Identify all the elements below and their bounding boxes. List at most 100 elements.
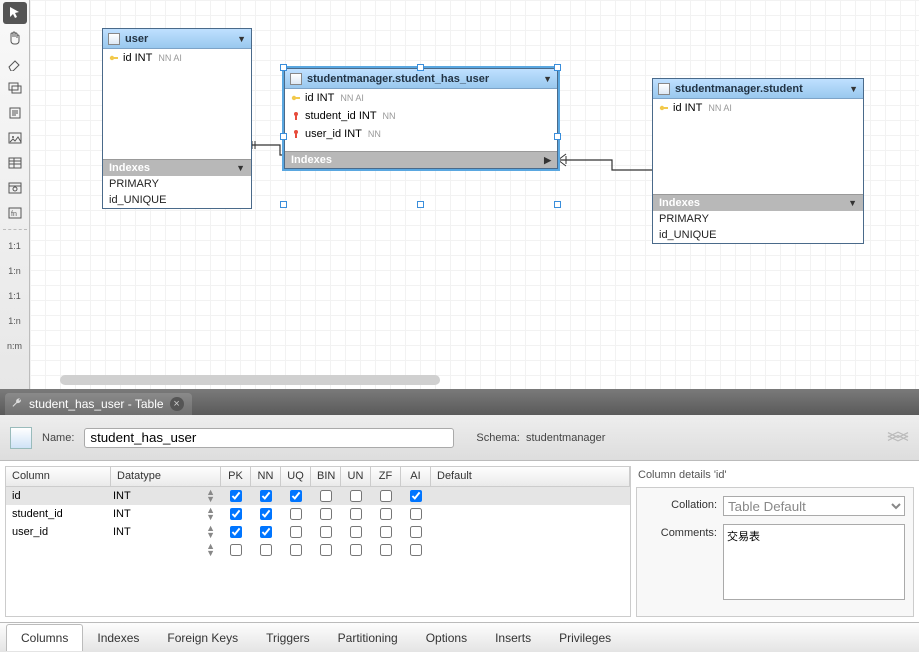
flag-bin-checkbox[interactable] [320, 490, 332, 502]
column-header[interactable]: Default [431, 467, 630, 486]
selection-handle[interactable] [554, 133, 561, 140]
selection-handle[interactable] [417, 64, 424, 71]
flag-bin-checkbox[interactable] [320, 508, 332, 520]
comments-input[interactable]: 交易表 [723, 524, 905, 600]
tool-rel-1nd[interactable]: 1:n [3, 310, 27, 332]
flag-uq-checkbox[interactable] [290, 508, 302, 520]
selection-handle[interactable] [280, 201, 287, 208]
bottom-tab-privileges[interactable]: Privileges [545, 625, 625, 651]
column-type-cell[interactable]: INT▲▼ [111, 525, 221, 539]
type-stepper[interactable]: ▲▼ [206, 525, 215, 539]
column-header[interactable]: UQ [281, 467, 311, 486]
chevron-down-icon[interactable]: ▼ [848, 198, 857, 208]
flag-ai-checkbox[interactable] [410, 526, 422, 538]
column-row[interactable]: idINT▲▼ [6, 487, 630, 505]
flag-pk-checkbox[interactable] [230, 490, 242, 502]
tool-pointer[interactable] [3, 2, 27, 24]
column-header[interactable]: PK [221, 467, 251, 486]
bottom-tab-indexes[interactable]: Indexes [83, 625, 153, 651]
column-row[interactable]: student_idINT▲▼ [6, 505, 630, 523]
flag-zf-checkbox[interactable] [380, 490, 392, 502]
flag-nn-checkbox[interactable] [260, 544, 272, 556]
tool-note[interactable] [3, 102, 27, 124]
entity-header[interactable]: studentmanager.student▼ [653, 79, 863, 99]
selection-handle[interactable] [417, 201, 424, 208]
tool-rel-nm[interactable]: n:m [3, 335, 27, 357]
table-name-input[interactable] [84, 428, 454, 448]
tool-table[interactable] [3, 152, 27, 174]
column-header[interactable]: ZF [371, 467, 401, 486]
flag-zf-checkbox[interactable] [380, 544, 392, 556]
column-name-cell[interactable]: student_id [6, 508, 111, 520]
flag-nn-checkbox[interactable] [260, 490, 272, 502]
column-header[interactable]: UN [341, 467, 371, 486]
column-header[interactable]: BIN [311, 467, 341, 486]
chevron-down-icon[interactable]: ▼ [849, 84, 858, 94]
entity-header[interactable]: studentmanager.student_has_user▼ [285, 69, 557, 89]
expand-collapse-icon[interactable]: ︽︾ [887, 426, 909, 450]
flag-un-checkbox[interactable] [350, 526, 362, 538]
flag-bin-checkbox[interactable] [320, 544, 332, 556]
column-type-cell[interactable]: INT▲▼ [111, 489, 221, 503]
column-row[interactable]: user_idINT▲▼ [6, 523, 630, 541]
indexes-section-header[interactable]: Indexes▶ [285, 151, 557, 168]
bottom-tab-inserts[interactable]: Inserts [481, 625, 545, 651]
bottom-tab-columns[interactable]: Columns [6, 624, 83, 651]
selection-handle[interactable] [554, 201, 561, 208]
bottom-tab-options[interactable]: Options [412, 625, 481, 651]
flag-uq-checkbox[interactable] [290, 544, 302, 556]
flag-ai-checkbox[interactable] [410, 490, 422, 502]
tool-eraser[interactable] [3, 52, 27, 74]
indexes-section-header[interactable]: Indexes▼ [653, 194, 863, 211]
column-header[interactable]: NN [251, 467, 281, 486]
entity-user[interactable]: user▼id INTNN AIIndexes▼PRIMARYid_UNIQUE [102, 28, 252, 209]
tool-routine[interactable]: fn [3, 202, 27, 224]
column-header[interactable]: Column [6, 467, 111, 486]
selection-handle[interactable] [280, 64, 287, 71]
tool-rel-11d[interactable]: 1:1 [3, 285, 27, 307]
type-stepper[interactable]: ▲▼ [206, 543, 215, 557]
flag-bin-checkbox[interactable] [320, 526, 332, 538]
new-column-row[interactable]: ▲▼ [6, 541, 630, 559]
tool-view[interactable] [3, 177, 27, 199]
flag-pk-checkbox[interactable] [230, 526, 242, 538]
column-header[interactable]: Datatype [111, 467, 221, 486]
selection-handle[interactable] [554, 64, 561, 71]
tool-rel-11[interactable]: 1:1 [3, 235, 27, 257]
tool-rel-1n[interactable]: 1:n [3, 260, 27, 282]
flag-ai-checkbox[interactable] [410, 508, 422, 520]
flag-pk-checkbox[interactable] [230, 544, 242, 556]
type-stepper[interactable]: ▲▼ [206, 507, 215, 521]
selection-handle[interactable] [280, 133, 287, 140]
column-header[interactable]: AI [401, 467, 431, 486]
chevron-down-icon[interactable]: ▼ [237, 34, 246, 44]
tool-hand[interactable] [3, 27, 27, 49]
tool-layer[interactable] [3, 77, 27, 99]
panel-tab[interactable]: student_has_user - Table × [5, 393, 192, 415]
bottom-tab-triggers[interactable]: Triggers [252, 625, 324, 651]
indexes-section-header[interactable]: Indexes▼ [103, 159, 251, 176]
column-type-cell[interactable]: INT▲▼ [111, 507, 221, 521]
flag-zf-checkbox[interactable] [380, 526, 392, 538]
flag-nn-checkbox[interactable] [260, 508, 272, 520]
flag-nn-checkbox[interactable] [260, 526, 272, 538]
flag-un-checkbox[interactable] [350, 490, 362, 502]
chevron-down-icon[interactable]: ▼ [236, 163, 245, 173]
entity-shu[interactable]: studentmanager.student_has_user▼id INTNN… [284, 68, 558, 169]
flag-pk-checkbox[interactable] [230, 508, 242, 520]
entity-student[interactable]: studentmanager.student▼id INTNN AIIndexe… [652, 78, 864, 244]
bottom-tab-partitioning[interactable]: Partitioning [324, 625, 412, 651]
column-name-cell[interactable]: id [6, 490, 111, 502]
chevron-right-icon[interactable]: ▶ [544, 155, 551, 166]
tool-image[interactable] [3, 127, 27, 149]
flag-un-checkbox[interactable] [350, 544, 362, 556]
bottom-tab-foreign-keys[interactable]: Foreign Keys [153, 625, 252, 651]
flag-un-checkbox[interactable] [350, 508, 362, 520]
flag-zf-checkbox[interactable] [380, 508, 392, 520]
type-stepper[interactable]: ▲▼ [206, 489, 215, 503]
collation-select[interactable]: Table Default [723, 496, 905, 516]
horizontal-scrollbar[interactable] [60, 375, 440, 385]
chevron-down-icon[interactable]: ▼ [543, 74, 552, 84]
flag-ai-checkbox[interactable] [410, 544, 422, 556]
entity-header[interactable]: user▼ [103, 29, 251, 49]
